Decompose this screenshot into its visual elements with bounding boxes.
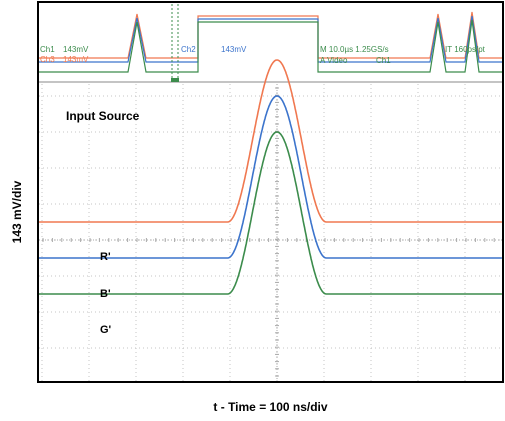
series-label-b: B'	[100, 288, 111, 300]
ch1-scale: 143mV	[63, 45, 89, 54]
traces	[39, 59, 502, 295]
overview-strip: Ch1 143mV Ch3 143mV Ch2 143mV M 10.0µs 1…	[39, 4, 502, 83]
ch3-label: Ch3	[40, 55, 55, 64]
overview-window-marker	[171, 78, 179, 82]
y-axis-label: 143 mV/div	[10, 180, 24, 244]
trace-g	[39, 131, 502, 295]
ch3-scale: 143mV	[63, 55, 89, 64]
trigger-channel: Ch1	[376, 56, 391, 65]
ch2-scale: 143mV	[221, 45, 247, 54]
grid	[39, 84, 502, 381]
trace-b	[39, 95, 502, 259]
ch2-label: Ch2	[181, 45, 196, 54]
annotation-input-source: Input Source	[66, 109, 140, 123]
series-label-g: G'	[100, 324, 112, 336]
ch1-label: Ch1	[40, 45, 55, 54]
trace-r	[39, 59, 502, 223]
timebase-readout: M 10.0µs 1.25GS/s	[320, 45, 389, 54]
series-label-r: R'	[100, 251, 111, 263]
overview-trace	[39, 19, 502, 73]
x-axis-label: t - Time = 100 ns/div	[213, 400, 328, 414]
interp-readout: IT 160ps/pt	[445, 45, 486, 54]
trigger-readout: A Video	[320, 56, 348, 65]
